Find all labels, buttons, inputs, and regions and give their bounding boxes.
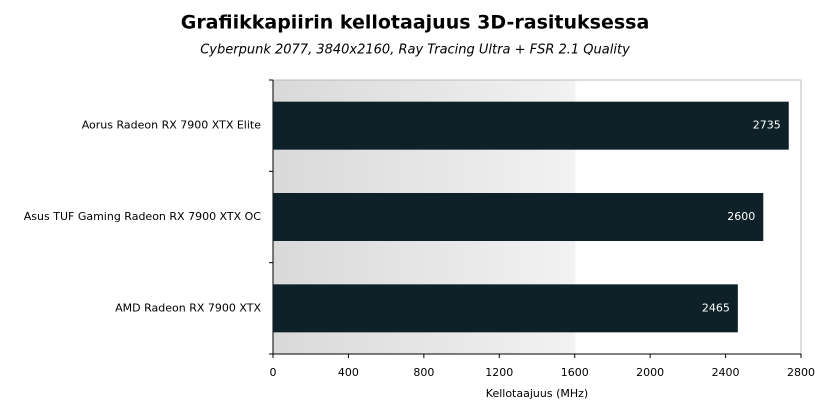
y-tick-label: Aorus Radeon RX 7900 XTX Elite xyxy=(82,119,262,132)
bar xyxy=(273,284,738,333)
x-tick-label: 400 xyxy=(338,366,359,379)
x-tick-label: 1600 xyxy=(561,366,589,379)
x-tick-label: 0 xyxy=(270,366,277,379)
x-tick-label: 1200 xyxy=(485,366,513,379)
bar xyxy=(273,193,764,241)
value-label: 2465 xyxy=(702,301,730,314)
bar xyxy=(273,101,789,150)
value-label: 2600 xyxy=(727,210,755,223)
x-tick-label: 2400 xyxy=(712,366,740,379)
y-tick-label: AMD Radeon RX 7900 XTX xyxy=(115,301,261,314)
x-axis-label: Kellotaajuus (MHz) xyxy=(486,387,588,400)
y-tick-label: Asus TUF Gaming Radeon RX 7900 XTX OC xyxy=(24,210,262,223)
chart-subtitle: Cyberpunk 2077, 3840x2160, Ray Tracing U… xyxy=(200,43,630,58)
x-tick-label: 2000 xyxy=(636,366,664,379)
x-tick-label: 2800 xyxy=(787,366,815,379)
chart-title: Grafiikkapiirin kellotaajuus 3D-rasituks… xyxy=(181,12,650,34)
value-label: 2735 xyxy=(753,119,781,132)
x-tick-label: 800 xyxy=(413,366,434,379)
